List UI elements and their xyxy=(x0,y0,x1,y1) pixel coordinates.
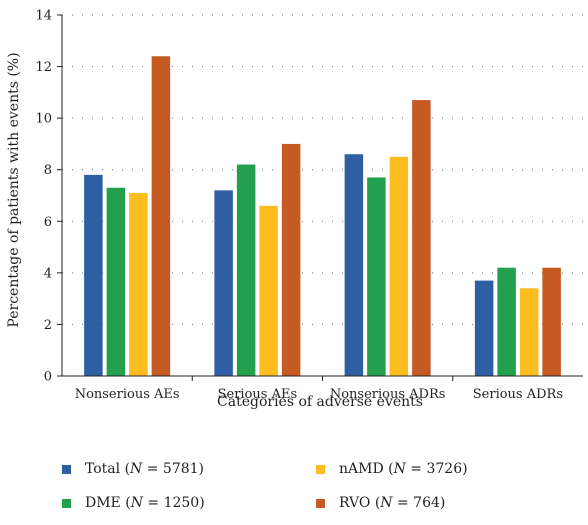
bar-dme-serious-aes xyxy=(236,164,256,376)
bar-rvo-serious-aes xyxy=(281,143,301,376)
legend-swatch-rvo xyxy=(316,498,325,508)
y-tick-labels: 0 2 4 6 8 10 12 14 xyxy=(35,9,52,385)
x-tick-label: Serious ADRs xyxy=(473,387,563,402)
y-tick-label: 14 xyxy=(35,9,52,24)
legend-item-rvo: RVO (N = 764) xyxy=(316,495,445,511)
bar-dme-nonserious-adrs xyxy=(367,177,386,376)
legend-label-rvo: RVO (N = 764) xyxy=(339,495,446,511)
y-tick-label: 10 xyxy=(35,112,52,127)
y-tick-label: 4 xyxy=(44,266,52,281)
legend: Total (N = 5781) nAMD (N = 3726) DME (N … xyxy=(62,458,582,518)
y-tick-label: 6 xyxy=(44,215,52,230)
bar-rvo-nonserious-adrs xyxy=(412,100,431,376)
bar-series xyxy=(84,56,561,376)
axes xyxy=(57,14,583,381)
legend-item-total: Total (N = 5781) xyxy=(62,461,204,477)
y-axis-title: Percentage of patients with events (%) xyxy=(6,52,22,327)
bar-total-nonserious-aes xyxy=(84,174,103,376)
bar-total-nonserious-adrs xyxy=(344,154,364,376)
bar-namd-serious-adrs xyxy=(519,288,539,376)
legend-item-dme: DME (N = 1250) xyxy=(62,495,205,511)
bar-total-serious-aes xyxy=(214,190,233,376)
bar-rvo-nonserious-aes xyxy=(151,56,171,376)
y-tick-label: 0 xyxy=(44,370,52,385)
legend-swatch-total xyxy=(62,464,71,474)
legend-swatch-namd xyxy=(316,464,325,474)
y-tick-label: 12 xyxy=(35,60,52,75)
x-tick-label: Nonserious ADRs xyxy=(330,387,446,402)
legend-label-dme: DME (N = 1250) xyxy=(85,495,205,511)
x-tick-labels: Nonserious AEs Serious AEs Nonserious ADRs… xyxy=(75,387,563,402)
legend-item-namd: nAMD (N = 3726) xyxy=(316,461,468,477)
y-tick-label: 8 xyxy=(44,163,52,178)
bar-total-serious-adrs xyxy=(474,280,494,376)
bar-namd-nonserious-aes xyxy=(129,192,148,376)
legend-swatch-dme xyxy=(62,498,71,508)
y-tick-label: 2 xyxy=(44,318,52,333)
bar-dme-nonserious-aes xyxy=(106,187,126,376)
x-tick-label: Serious AEs xyxy=(218,387,298,402)
legend-label-namd: nAMD (N = 3726) xyxy=(339,461,468,477)
bar-namd-serious-aes xyxy=(259,205,278,376)
x-tick-label: Nonserious AEs xyxy=(75,387,180,402)
x-axis-title: Categories of adverse events xyxy=(217,394,423,410)
gridlines xyxy=(62,14,583,325)
bar-dme-serious-adrs xyxy=(497,267,516,376)
legend-label-total: Total (N = 5781) xyxy=(85,461,205,477)
bar-rvo-serious-adrs xyxy=(542,267,561,376)
bar-namd-nonserious-adrs xyxy=(389,156,409,376)
